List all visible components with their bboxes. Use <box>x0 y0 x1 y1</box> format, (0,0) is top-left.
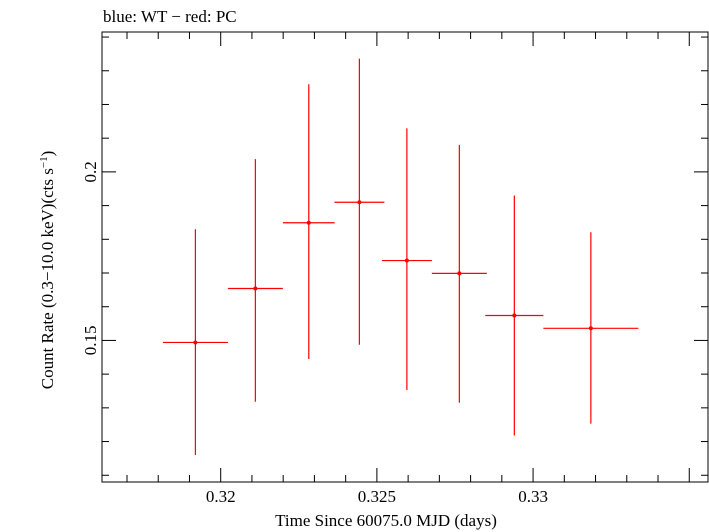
y-tick-label: 0.15 <box>81 326 100 356</box>
axis-ticks <box>102 32 708 482</box>
y-axis-label-sup: −1 <box>38 156 50 168</box>
x-axis-label: Time Since 60075.0 MJD (days) <box>275 511 497 530</box>
tick-labels: 0.32 0.325 0.33 0.15 0.2 <box>81 161 548 506</box>
y-tick-label: 0.2 <box>81 161 100 182</box>
data-point <box>334 58 385 345</box>
data-point <box>543 232 639 424</box>
plot-frame <box>101 31 709 483</box>
x-tick-label: 0.325 <box>358 487 396 506</box>
data-point <box>282 84 335 359</box>
point-marker <box>588 326 593 331</box>
point-marker <box>193 340 198 345</box>
data-point <box>162 229 228 456</box>
y-axis-label: Count Rate (0.3−10.0 keV)(cts s−1) <box>38 151 57 390</box>
data-point <box>227 159 283 402</box>
x-tick-label: 0.32 <box>206 487 236 506</box>
point-marker <box>306 220 311 225</box>
data-point <box>431 144 487 403</box>
point-marker <box>404 258 409 263</box>
point-marker <box>512 313 517 318</box>
point-marker <box>457 271 462 276</box>
x-tick-label: 0.33 <box>518 487 548 506</box>
data-points <box>162 58 639 456</box>
data-point <box>485 195 544 436</box>
y-axis-label-end: ) <box>38 151 57 157</box>
data-point <box>381 128 432 390</box>
point-marker <box>253 286 258 291</box>
point-marker <box>357 200 362 205</box>
y-axis-label-main: Count Rate (0.3−10.0 keV)(cts s <box>38 168 57 389</box>
chart-title: blue: WT − red: PC <box>103 7 237 26</box>
